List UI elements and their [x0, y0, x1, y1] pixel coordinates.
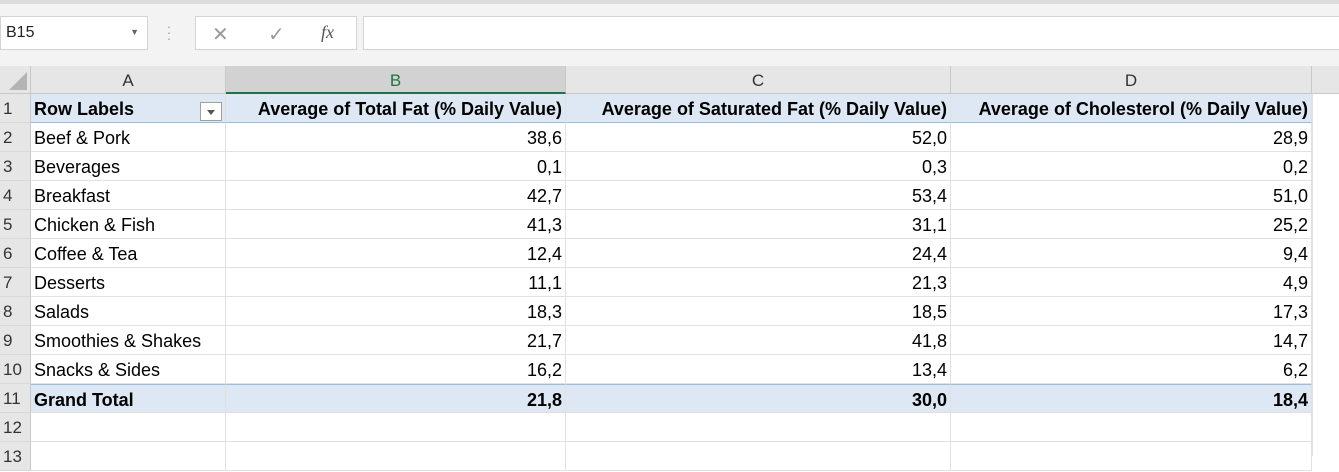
value-cell[interactable]: 24,4: [566, 239, 951, 268]
select-all-corner[interactable]: [0, 66, 31, 94]
row-label-cell[interactable]: Snacks & Sides: [31, 355, 226, 384]
insert-function-icon[interactable]: fx: [321, 22, 334, 42]
pivot-column-header[interactable]: Average of Saturated Fat (% Daily Value): [566, 94, 951, 123]
grand-total-label[interactable]: Grand Total: [31, 384, 226, 413]
column-header-c[interactable]: C: [566, 66, 951, 94]
value-cell[interactable]: 52,0: [566, 123, 951, 152]
value-cell[interactable]: 14,7: [951, 326, 1312, 355]
row-header[interactable]: 6: [0, 239, 31, 268]
value-cell[interactable]: 21,7: [226, 326, 566, 355]
grand-total-value[interactable]: 30,0: [566, 384, 951, 413]
value-cell[interactable]: 0,2: [951, 152, 1312, 181]
row-header[interactable]: 12: [0, 413, 31, 442]
row-header[interactable]: 9: [0, 326, 31, 355]
filter-dropdown-icon[interactable]: [200, 102, 222, 121]
chevron-down-icon[interactable]: ▼: [130, 27, 139, 37]
value-cell[interactable]: 13,4: [566, 355, 951, 384]
row-label-cell[interactable]: Breakfast: [31, 181, 226, 210]
empty-cell[interactable]: [566, 413, 951, 442]
value-cell[interactable]: 38,6: [226, 123, 566, 152]
row-header[interactable]: 1: [0, 94, 31, 123]
value-cell[interactable]: 4,9: [951, 268, 1312, 297]
value-cell[interactable]: 41,8: [566, 326, 951, 355]
name-box[interactable]: B15 ▼: [0, 16, 148, 50]
cancel-icon[interactable]: ✕: [212, 24, 229, 46]
column-header-e[interactable]: [1312, 66, 1339, 94]
row-label-cell[interactable]: Chicken & Fish: [31, 210, 226, 239]
row-label-cell[interactable]: Desserts: [31, 268, 226, 297]
row-header[interactable]: 10: [0, 355, 31, 384]
row-header[interactable]: 2: [0, 123, 31, 152]
value-cell[interactable]: 42,7: [226, 181, 566, 210]
row-label-cell[interactable]: Beverages: [31, 152, 226, 181]
value-cell[interactable]: 18,5: [566, 297, 951, 326]
row-label-cell[interactable]: Smoothies & Shakes: [31, 326, 226, 355]
row-header[interactable]: 7: [0, 268, 31, 297]
empty-cell[interactable]: [226, 442, 566, 471]
pivot-column-header[interactable]: Average of Cholesterol (% Daily Value): [951, 94, 1312, 123]
name-box-value: B15: [6, 24, 35, 41]
row-label-cell[interactable]: Beef & Pork: [31, 123, 226, 152]
formula-input[interactable]: [363, 16, 1339, 50]
value-cell[interactable]: 0,1: [226, 152, 566, 181]
row-header[interactable]: 11: [0, 384, 31, 413]
row-header[interactable]: 4: [0, 181, 31, 210]
value-cell[interactable]: 9,4: [951, 239, 1312, 268]
value-cell[interactable]: 18,3: [226, 297, 566, 326]
pivot-row-labels-header[interactable]: Row Labels: [31, 94, 226, 123]
row-label-cell[interactable]: Salads: [31, 297, 226, 326]
empty-cell[interactable]: [31, 442, 226, 471]
empty-cell[interactable]: [226, 413, 566, 442]
value-cell[interactable]: 21,3: [566, 268, 951, 297]
row-header[interactable]: 8: [0, 297, 31, 326]
value-cell[interactable]: 53,4: [566, 181, 951, 210]
spreadsheet-grid: A B C D 1 2 3 4 5 6 7 8 9 10 11 12 13 Ro…: [0, 66, 1339, 471]
value-cell[interactable]: 41,3: [226, 210, 566, 239]
value-cell[interactable]: 28,9: [951, 123, 1312, 152]
enter-icon[interactable]: ✓: [268, 24, 285, 46]
value-cell[interactable]: 17,3: [951, 297, 1312, 326]
empty-cell[interactable]: [31, 413, 226, 442]
formula-bar: B15 ▼ · · · ✕ ✓ fx: [0, 0, 1339, 66]
value-cell[interactable]: 6,2: [951, 355, 1312, 384]
empty-cell[interactable]: [951, 413, 1312, 442]
column-header-d[interactable]: D: [951, 66, 1312, 94]
value-cell[interactable]: 51,0: [951, 181, 1312, 210]
column-header-b[interactable]: B: [226, 66, 566, 94]
formula-tools: ✕ ✓ fx: [195, 16, 357, 50]
grand-total-value[interactable]: 18,4: [951, 384, 1312, 413]
empty-cell[interactable]: [951, 442, 1312, 471]
value-cell[interactable]: 16,2: [226, 355, 566, 384]
grand-total-value[interactable]: 21,8: [226, 384, 566, 413]
drag-handle-icon[interactable]: · · ·: [166, 18, 172, 46]
row-label-cell[interactable]: Coffee & Tea: [31, 239, 226, 268]
pivot-column-header[interactable]: Average of Total Fat (% Daily Value): [226, 94, 566, 123]
column-e-area[interactable]: [1312, 94, 1339, 456]
row-header[interactable]: 13: [0, 442, 31, 471]
value-cell[interactable]: 31,1: [566, 210, 951, 239]
row-header[interactable]: 3: [0, 152, 31, 181]
row-header[interactable]: 5: [0, 210, 31, 239]
value-cell[interactable]: 12,4: [226, 239, 566, 268]
value-cell[interactable]: 25,2: [951, 210, 1312, 239]
value-cell[interactable]: 11,1: [226, 268, 566, 297]
empty-cell[interactable]: [566, 442, 951, 471]
value-cell[interactable]: 0,3: [566, 152, 951, 181]
column-header-a[interactable]: A: [31, 66, 226, 94]
